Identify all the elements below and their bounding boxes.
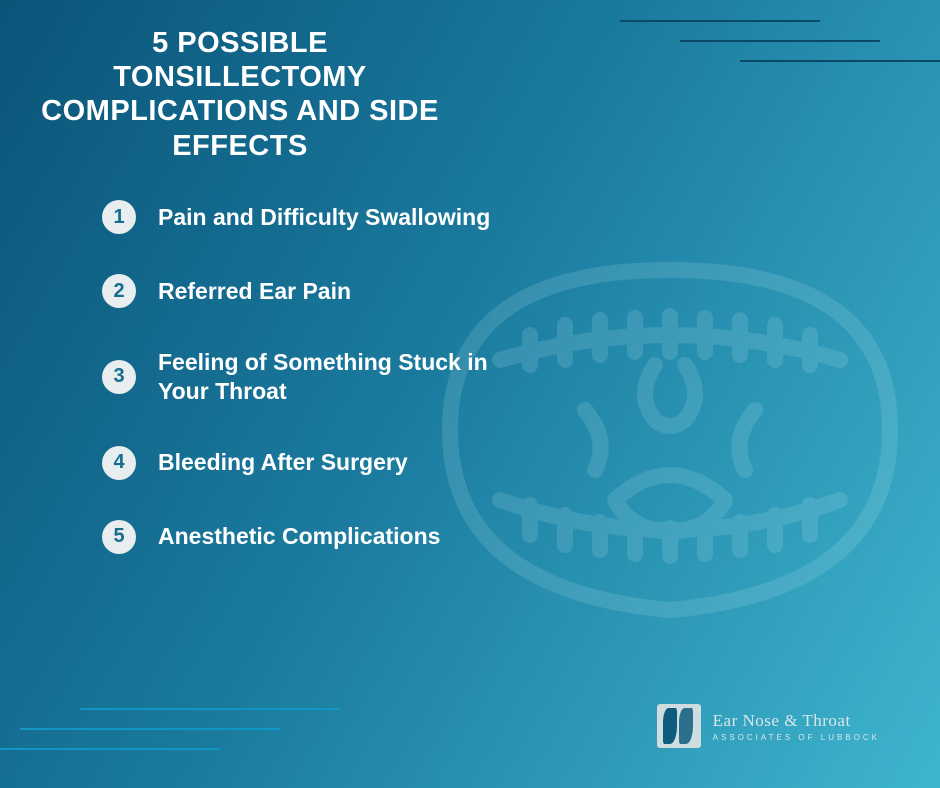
logo-text-sub: ASSOCIATES OF LUBBOCK (713, 733, 880, 742)
page-title: 5 POSSIBLE TONSILLECTOMY COMPLICATIONS A… (40, 26, 440, 163)
complications-list: 1 Pain and Difficulty Swallowing 2 Refer… (102, 200, 522, 594)
list-item: 2 Referred Ear Pain (102, 274, 522, 308)
list-item: 4 Bleeding After Surgery (102, 446, 522, 480)
item-label: Anesthetic Complications (158, 522, 440, 551)
item-number-badge: 1 (102, 200, 136, 234)
logo-text-main: Ear Nose & Throat (713, 711, 880, 731)
list-item: 1 Pain and Difficulty Swallowing (102, 200, 522, 234)
item-label: Bleeding After Surgery (158, 448, 408, 477)
item-label: Feeling of Something Stuck in Your Throa… (158, 348, 522, 406)
item-number-badge: 3 (102, 360, 136, 394)
decorative-lines-top (620, 20, 940, 80)
item-number-badge: 4 (102, 446, 136, 480)
item-label: Pain and Difficulty Swallowing (158, 203, 490, 232)
list-item: 5 Anesthetic Complications (102, 520, 522, 554)
item-label: Referred Ear Pain (158, 277, 351, 306)
item-number-badge: 2 (102, 274, 136, 308)
item-number-badge: 5 (102, 520, 136, 554)
brand-logo: Ear Nose & Throat ASSOCIATES OF LUBBOCK (657, 704, 880, 748)
list-item: 3 Feeling of Something Stuck in Your Thr… (102, 348, 522, 406)
logo-mark-icon (657, 704, 701, 748)
decorative-lines-bottom (0, 708, 340, 768)
